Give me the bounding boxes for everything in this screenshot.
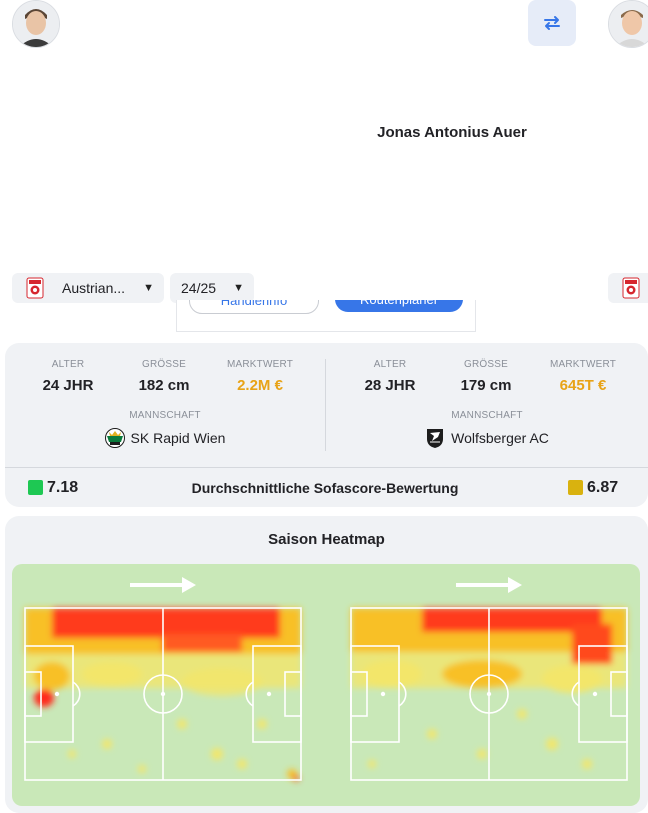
player-2-avatar[interactable] (608, 0, 648, 48)
player-photo-icon (609, 1, 648, 47)
team-name: SK Rapid Wien (130, 430, 226, 446)
league-select-value: Austrian... (62, 280, 126, 296)
team-link[interactable]: SK Rapid Wien (75, 427, 255, 449)
heatmap-card: Saison Heatmap (5, 516, 648, 813)
height-label: GRÖSSE (464, 359, 508, 370)
heatmap-area (12, 564, 640, 806)
age-value: 28 JHR (364, 377, 416, 394)
rating-value: 7.18 (47, 479, 79, 496)
league-logo-icon (622, 277, 640, 299)
horizontal-divider (5, 467, 648, 468)
swap-players-button[interactable] (528, 0, 576, 46)
rating-color-box (28, 480, 43, 495)
team-link[interactable]: Wolfsberger AC (397, 427, 577, 449)
player-1-avatar[interactable] (12, 0, 60, 48)
league-select-right[interactable] (608, 273, 648, 303)
height-value: 182 cm (138, 377, 190, 394)
heatmap-title: Saison Heatmap (268, 531, 385, 548)
league-select[interactable]: Austrian... ▼ (12, 273, 164, 303)
rating-value: 6.87 (587, 479, 619, 496)
team-name: Wolfsberger AC (451, 430, 549, 446)
heatmap-pitches (12, 564, 640, 806)
height-value: 179 cm (460, 377, 512, 394)
league-logo-icon (26, 277, 44, 299)
rating-color-box (568, 480, 583, 495)
route-planner-button[interactable]: Routenplaner (335, 300, 463, 312)
market-value-label: MARKTWERT (226, 359, 294, 370)
age-label: ALTER (373, 359, 407, 370)
vertical-divider (325, 359, 326, 451)
age-value: 24 JHR (42, 377, 94, 394)
chevron-down-icon: ▼ (233, 282, 244, 294)
market-value-label: MARKTWERT (549, 359, 617, 370)
player-comparison-card: ALTER 24 JHR GRÖSSE 182 cm MARKTWERT 2.2… (5, 343, 648, 507)
team-label: MANNSCHAFT (451, 410, 523, 421)
season-select[interactable]: 24/25 ▼ (170, 273, 254, 303)
dealer-info-button[interactable]: Händlerinfo (189, 300, 319, 314)
player-name: Jonas Antonius Auer (377, 124, 527, 141)
market-value: 2.2M € (237, 377, 283, 394)
rapid-wien-crest-icon (104, 428, 125, 448)
swap-arrows-icon (544, 16, 560, 30)
team-label: MANNSCHAFT (129, 410, 201, 421)
chevron-down-icon: ▼ (143, 282, 154, 294)
attack-direction-arrow-icon (456, 577, 522, 593)
height-label: GRÖSSE (142, 359, 186, 370)
attack-direction-arrow-icon (130, 577, 196, 593)
background-action-bar: Händlerinfo Routenplaner (176, 300, 476, 332)
rating-label: Durchschnittliche Sofascore-Bewertung (191, 480, 459, 496)
market-value: 645T € (559, 377, 607, 394)
player-photo-icon (13, 1, 59, 47)
wolfsberger-crest-icon (427, 429, 444, 448)
age-label: ALTER (51, 359, 85, 370)
season-select-value: 24/25 (181, 280, 217, 296)
